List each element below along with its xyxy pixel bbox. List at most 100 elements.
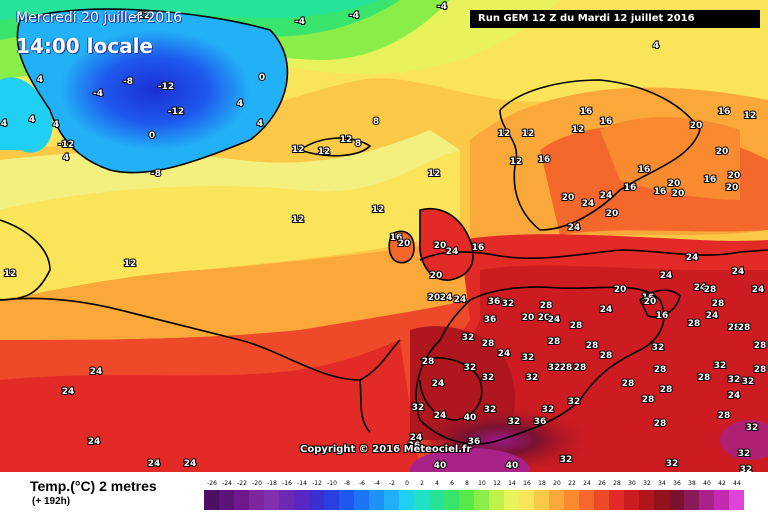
temperature-label: 4 [1, 119, 7, 129]
temperature-label: 24 [184, 459, 197, 469]
scale-tick-label: 34 [658, 480, 666, 487]
scale-tick-label: -2 [389, 480, 395, 487]
temperature-label: 20 [614, 285, 627, 295]
temperature-label: 32 [482, 373, 495, 383]
temperature-map: -12 -4 -4 -4 4 -8 -12 -12 -4 4 4 0 4 4 4 4 -12 4 0 -8 8 12 12 1… [0, 0, 768, 472]
scale-tick-label: 22 [568, 480, 576, 487]
scale-tick-label: 8 [465, 480, 469, 487]
temperature-label: -12 [134, 11, 150, 21]
scale-swatch [459, 490, 474, 510]
temperature-label: 12 [4, 269, 17, 279]
scale-swatch [729, 490, 744, 510]
temperature-label: 28 [660, 385, 673, 395]
temperature-label: 24 [706, 311, 719, 321]
scale-tick-label: -24 [222, 480, 232, 487]
temperature-label: 40 [506, 461, 519, 471]
scale-tick-label: 28 [613, 480, 621, 487]
temperature-label: 24 [88, 437, 101, 447]
temperature-label: 4 [63, 153, 69, 163]
temperature-label: 28 [704, 285, 717, 295]
temperature-label: 12 [498, 129, 511, 139]
scale-swatch [279, 490, 294, 510]
scale-tick-label: -14 [297, 480, 307, 487]
scale-swatch [219, 490, 234, 510]
temperature-label: 28 [754, 341, 767, 351]
temperature-label: 12 [510, 157, 523, 167]
scale-tick-label: -10 [327, 480, 337, 487]
temperature-label: 24 [432, 379, 445, 389]
scale-swatch [204, 490, 219, 510]
temperature-label: 16 [638, 165, 651, 175]
temperature-label: 20 [726, 183, 739, 193]
scale-tick-label: 38 [688, 480, 696, 487]
forecast-date: Mercredi 20 juillet 2016 [16, 10, 183, 26]
temperature-label: 32 [542, 405, 555, 415]
temperature-label: 36 [468, 437, 481, 447]
scale-tick-label: 18 [538, 480, 546, 487]
scale-tick-label: 2 [420, 480, 424, 487]
temperature-label: 8 [355, 139, 361, 149]
scale-swatch [369, 490, 384, 510]
temperature-label: 16 [600, 117, 613, 127]
scale-swatch [399, 490, 414, 510]
temperature-label: -12 [158, 82, 174, 92]
temperature-label: 32 [666, 459, 679, 469]
temperature-label: 24 [568, 223, 581, 233]
scale-tick-label: 0 [405, 480, 409, 487]
scale-tick-label: 14 [508, 480, 516, 487]
temperature-label: 0 [259, 73, 265, 83]
temperature-label: 16 [704, 175, 717, 185]
temperature-label: -4 [349, 11, 359, 21]
scale-tick-label: -8 [344, 480, 350, 487]
temperature-label: 12 [292, 215, 305, 225]
temperature-label: 16 [472, 243, 485, 253]
temperature-label: 12 [372, 205, 385, 215]
temperature-label: 28 [754, 365, 767, 375]
temperature-label: 24 [498, 349, 511, 359]
scale-tick-label: -18 [267, 480, 277, 487]
temperature-label: 28 [728, 323, 741, 333]
temperature-label: 32 [560, 455, 573, 465]
temperature-label: 40 [464, 413, 477, 423]
temperature-label: 24 [600, 191, 613, 201]
scale-swatch [339, 490, 354, 510]
temperature-label: 28 [586, 341, 599, 351]
temperature-label: 32 [412, 403, 425, 413]
temperature-label: 24 [732, 267, 745, 277]
temperature-label: 4 [257, 119, 263, 129]
temperature-label: 12 [318, 147, 331, 157]
scale-swatch [549, 490, 564, 510]
temperature-label: 24 [410, 433, 423, 443]
scale-swatch [429, 490, 444, 510]
temperature-label: 20 [606, 209, 619, 219]
temperature-label: 20 [434, 241, 447, 251]
temperature-label: 24 [582, 199, 595, 209]
temperature-label: 36 [408, 441, 421, 451]
scale-swatch [684, 490, 699, 510]
temperature-label: 32 [714, 361, 727, 371]
temperature-label: 32 [728, 375, 741, 385]
temperature-label: 28 [688, 319, 701, 329]
temperature-label: 24 [600, 305, 613, 315]
scale-tick-label: 44 [733, 480, 741, 487]
scale-tick-label: -16 [282, 480, 292, 487]
temperature-label: 24 [454, 295, 467, 305]
scale-swatch [294, 490, 309, 510]
scale-swatch [354, 490, 369, 510]
temperature-label: 28 [654, 419, 667, 429]
scale-swatch [324, 490, 339, 510]
temperature-label: 20 [690, 121, 703, 131]
temperature-label: -8 [123, 77, 133, 87]
scale-swatch [234, 490, 249, 510]
temperature-label: 20 [716, 147, 729, 157]
temperature-label: 4 [653, 41, 659, 51]
temperature-label: 4 [53, 120, 59, 130]
temperature-label: 20 [428, 293, 441, 303]
temperature-label: 12 [340, 135, 353, 145]
temperature-label: 20 [522, 313, 535, 323]
scale-swatch [489, 490, 504, 510]
scale-swatch [444, 490, 459, 510]
temperature-label: 24 [660, 271, 673, 281]
